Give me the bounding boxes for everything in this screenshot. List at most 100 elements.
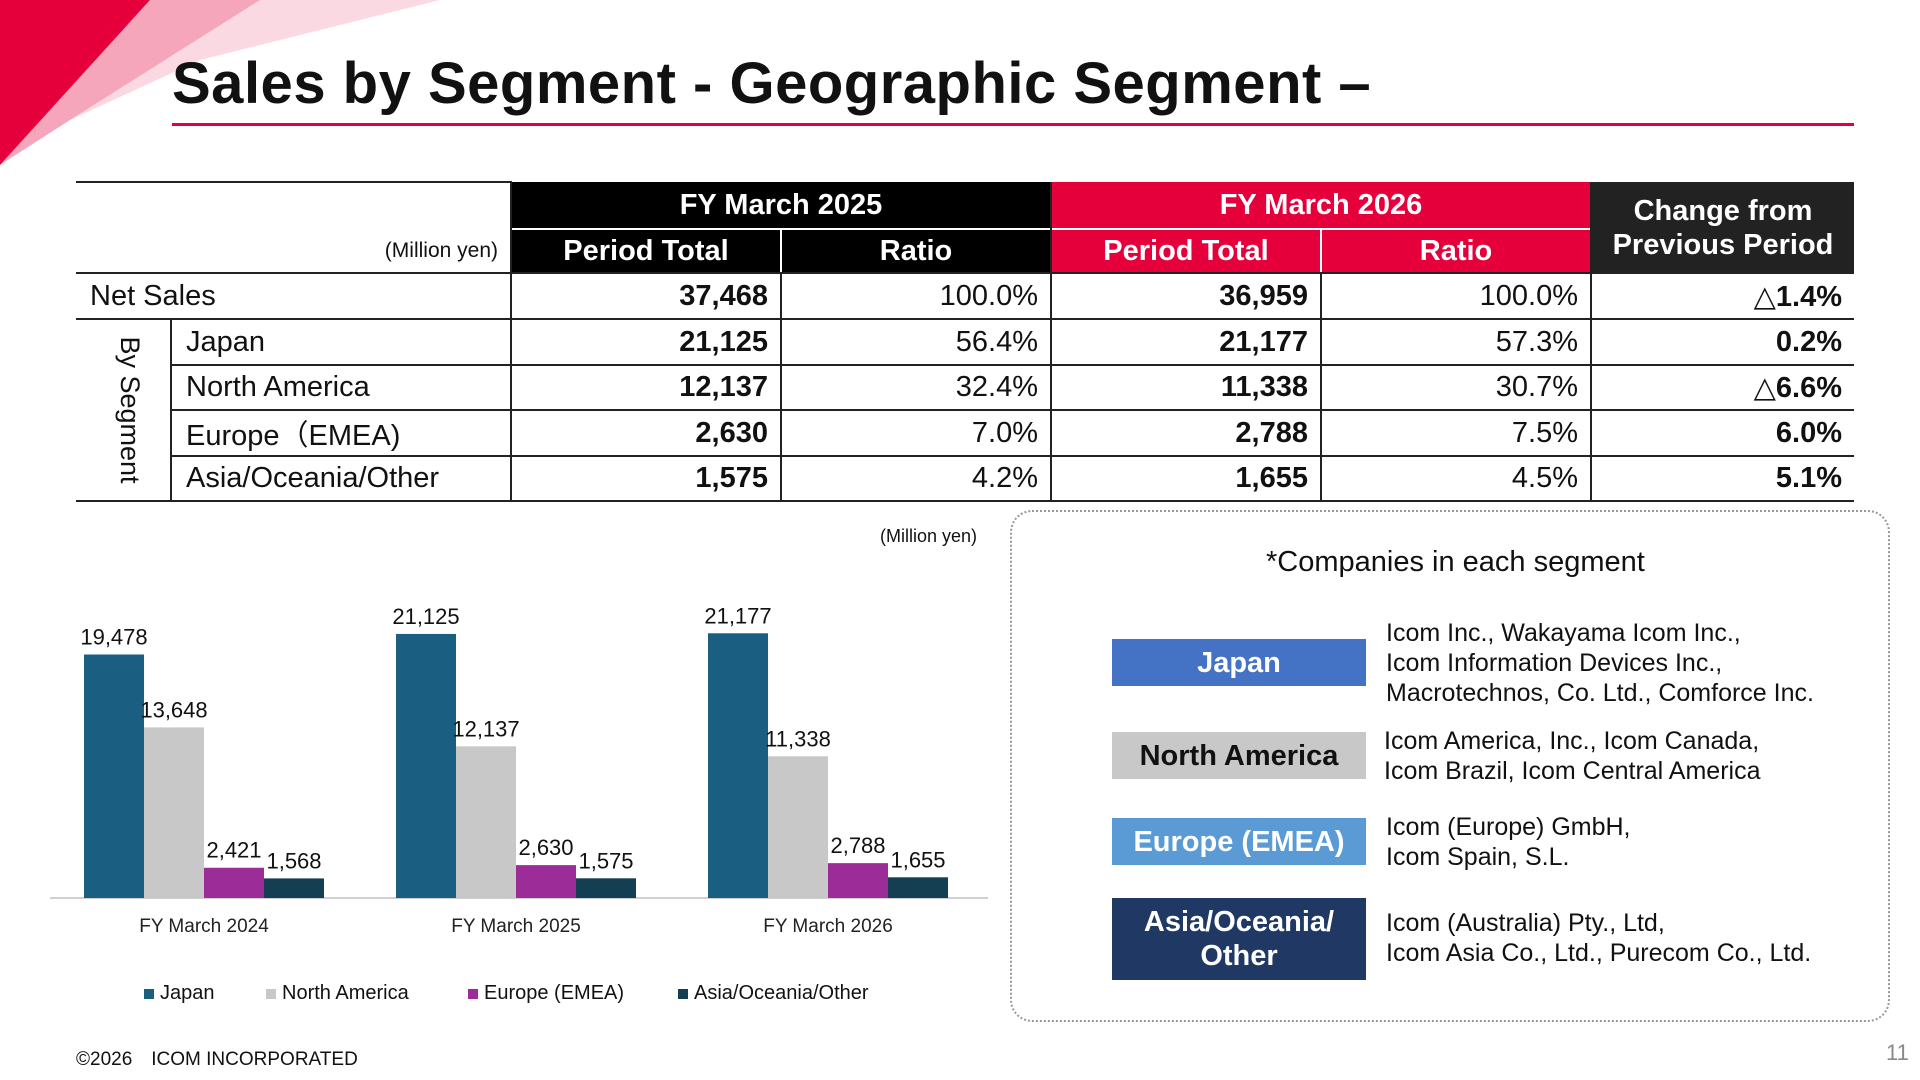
segment-companies-japan: Icom Inc., Wakayama Icom Inc., Icom Info… [1386,618,1814,708]
segment-companies-europe: Icom (Europe) GmbH, Icom Spain, S.L. [1386,812,1631,872]
bar-japan [396,633,456,898]
segment-box-japan: Japan [1112,639,1366,686]
table-rule [170,455,1854,457]
header-change-line2: Previous Period [1612,228,1834,261]
header-fy2026-total: Period Total [1052,230,1320,273]
legend-item: Japan [144,982,215,1005]
cell-change: △6.6% [1753,372,1842,404]
legend-swatch [678,988,688,999]
header-fy2025-total: Period Total [512,230,780,273]
company-line: Icom (Australia) Pty., Ltd, [1386,909,1665,937]
row-label: Europe（EMEA) [186,420,401,452]
chart-unit-label: (Million yen) [880,526,978,546]
table-col-rule [510,182,512,502]
page-number: 11 [1886,1040,1909,1065]
category-label: FY March 2025 [451,916,581,937]
row-label: Asia/Oceania/Other [186,462,440,494]
cell-fy2025-ratio: 100.0% [939,279,1038,312]
segment-box-asia-line1: Asia/Oceania/ [1143,906,1335,938]
segment-box-asia: Asia/Oceania/ Other [1112,898,1366,980]
row-label: North America [186,371,370,403]
company-line: Macrotechnos, Co. Ltd., Comforce Inc. [1386,679,1814,707]
bar-value-label: 19,478 [80,625,147,650]
footer-copyright: ©2026 ICOM INCORPORATED [76,1049,358,1070]
bar-europe-emea- [516,865,576,898]
legend-label: Europe (EMEA) [484,982,625,1004]
cell-fy2026-ratio: 57.3% [1495,325,1578,358]
header-fy2026: FY March 2026 [1052,182,1590,228]
cell-fy2026-ratio: 30.7% [1495,371,1578,403]
cell-fy2026-ratio: 100.0% [1479,279,1578,312]
bar-asia-oceania-other [264,878,324,898]
company-line: Icom America, Inc., Icom Canada, [1384,727,1760,755]
title-underline [172,123,1854,126]
bar-japan [84,654,144,898]
segment-box-asia-line2: Other [1200,940,1278,972]
table-rule [76,500,1854,502]
legend-swatch [266,988,276,999]
cell-fy2026-total: 11,338 [1220,371,1308,403]
table-rule [76,318,1854,320]
header-fy2026-ratio: Ratio [1322,230,1590,273]
company-line: Icom Brazil, Icom Central America [1384,757,1761,785]
legend-item: Asia/Oceania/Other [678,982,869,1005]
bar-value-label: 11,338 [765,726,831,751]
category-label: FY March 2026 [763,916,893,937]
company-line: Icom Information Devices Inc., [1386,649,1723,677]
cell-fy2025-ratio: 4.2% [971,462,1038,494]
header-change-line1: Change from [1633,194,1813,227]
cell-fy2025-ratio: 32.4% [955,371,1038,403]
cell-change: △1.4% [1753,280,1842,313]
table-rule [76,272,1854,274]
header-fy2025: FY March 2025 [512,182,1050,228]
table-rule [170,364,1854,366]
legend-swatch [144,988,154,999]
bar-value-label: 1,575 [578,848,633,873]
header-fy2025-ratio: Ratio [782,230,1050,273]
bar-value-label: 2,630 [518,835,573,860]
cell-fy2026-ratio: 4.5% [1511,462,1578,494]
table-rule [76,181,512,183]
legend-label: Japan [160,982,215,1004]
cell-fy2026-ratio: 7.5% [1511,416,1578,449]
company-line: Icom Spain, S.L. [1386,843,1570,871]
unit-label: (Million yen) [384,238,498,262]
cell-fy2026-total: 1,655 [1235,462,1308,494]
corner-decoration [0,0,440,165]
bar-value-label: 1,655 [890,847,945,872]
bar-value-label: 13,648 [140,697,207,722]
cell-fy2026-total: 36,959 [1219,279,1308,312]
bar-value-label: 12,137 [452,716,519,741]
company-line: Icom Asia Co., Ltd., Purecom Co., Ltd. [1386,939,1812,967]
row-label: Japan [186,325,266,358]
bar-value-label: 21,125 [392,604,459,629]
cell-fy2025-ratio: 56.4% [955,325,1038,358]
segment-companies-asia: Icom (Australia) Pty., Ltd, Icom Asia Co… [1386,908,1811,968]
bar-value-label: 1,568 [266,848,321,873]
legend-label: North America [282,982,409,1004]
cell-fy2025-total: 12,137 [679,371,768,403]
cell-fy2025-total: 1,575 [695,462,768,494]
legend-swatch [468,988,478,999]
bar-north-america [144,727,204,898]
legend-item: North America [266,982,409,1005]
bar-asia-oceania-other [888,877,948,898]
segment-companies-north-america: Icom America, Inc., Icom Canada, Icom Br… [1384,726,1761,786]
row-label: Net Sales [90,279,216,312]
legend-item: Europe (EMEA) [468,982,624,1005]
legend-label: Asia/Oceania/Other [694,982,869,1004]
table-rule [170,409,1854,411]
cell-fy2026-total: 21,177 [1219,325,1308,358]
cell-fy2026-total: 2,788 [1235,416,1308,449]
cell-change: 6.0% [1775,416,1842,449]
table-col-rule [1320,272,1322,502]
category-label: FY March 2024 [139,916,269,937]
company-line: Icom Inc., Wakayama Icom Inc., [1386,619,1741,647]
cell-change: 5.1% [1775,462,1842,494]
cell-fy2025-total: 21,125 [679,325,768,358]
bar-north-america [768,756,828,898]
segment-box-north-america: North America [1112,732,1366,779]
bar-europe-emea- [828,863,888,898]
company-line: Icom (Europe) GmbH, [1386,813,1631,841]
cell-fy2025-total: 2,630 [695,416,768,449]
